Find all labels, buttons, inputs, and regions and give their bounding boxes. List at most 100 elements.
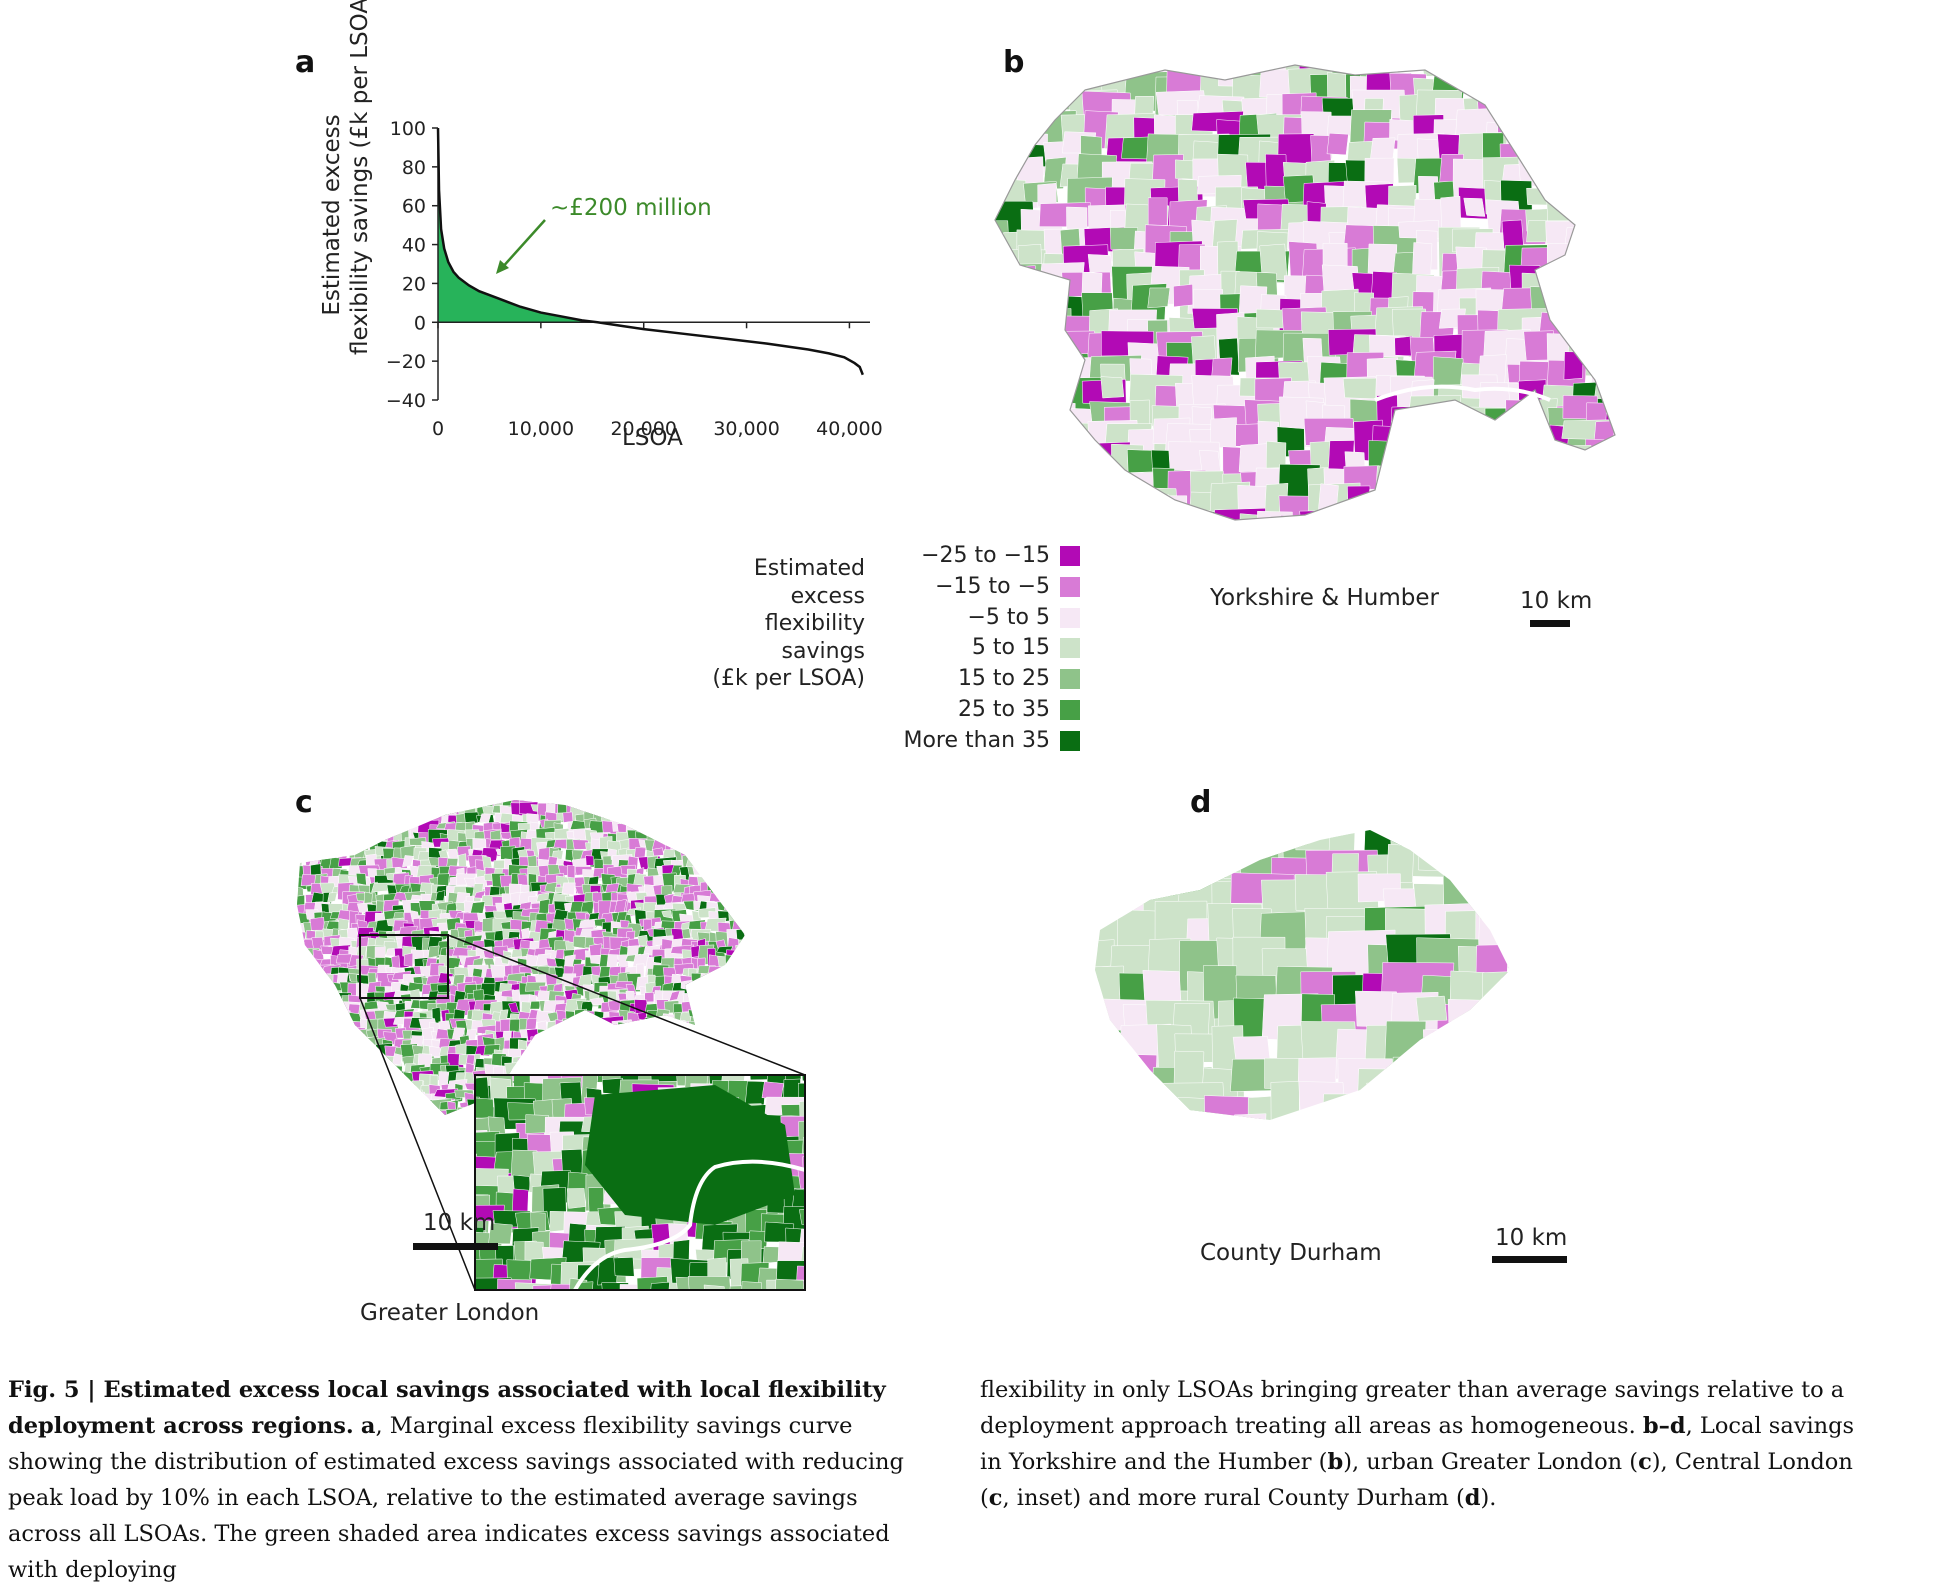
lsoa-area xyxy=(944,1175,986,1196)
lsoa-area xyxy=(418,1329,440,1343)
lsoa-area xyxy=(295,1195,333,1217)
lsoa-area xyxy=(371,1150,392,1174)
lsoa-area xyxy=(776,934,815,970)
lsoa-area xyxy=(976,451,1011,471)
lsoa-area xyxy=(706,796,724,813)
lsoa-area xyxy=(1409,396,1461,415)
lsoa-area xyxy=(677,1047,700,1062)
lsoa-area xyxy=(850,940,890,963)
lsoa-area xyxy=(1596,871,1630,918)
lsoa-area xyxy=(748,937,768,948)
lsoa-area xyxy=(1420,486,1451,532)
lsoa-area xyxy=(767,935,802,973)
lsoa-area xyxy=(634,797,665,827)
lsoa-area xyxy=(1609,532,1635,570)
lsoa-area xyxy=(736,822,748,843)
lsoa-area xyxy=(744,920,759,939)
lsoa-area xyxy=(871,1313,906,1347)
lsoa-area xyxy=(979,865,1010,887)
lsoa-area xyxy=(754,866,765,873)
lsoa-area xyxy=(374,1076,390,1088)
lsoa-area xyxy=(1411,820,1443,839)
lsoa-area xyxy=(1562,1119,1602,1158)
lsoa-area xyxy=(297,997,335,1025)
lsoa-area xyxy=(346,1107,364,1117)
lsoa-area xyxy=(1448,999,1495,1068)
lsoa-area xyxy=(818,1231,833,1269)
lsoa-area xyxy=(886,1337,925,1355)
lsoa-area xyxy=(635,1021,648,1035)
lsoa-area xyxy=(800,904,840,930)
lsoa-area xyxy=(330,1119,342,1132)
lsoa-area xyxy=(1594,294,1618,326)
lsoa-area xyxy=(992,935,1015,970)
lsoa-area xyxy=(537,795,552,802)
lsoa-area xyxy=(724,1054,745,1065)
lsoa-area xyxy=(854,1222,870,1249)
lsoa-area xyxy=(1568,294,1591,325)
lsoa-area xyxy=(854,1261,889,1283)
lsoa-area xyxy=(775,1279,804,1319)
lsoa-area xyxy=(1454,529,1504,570)
lsoa-area xyxy=(755,803,776,813)
lsoa-area xyxy=(339,1065,349,1081)
savings-curve xyxy=(438,128,863,375)
lsoa-area xyxy=(1148,514,1184,556)
lsoa-area xyxy=(1620,176,1635,205)
lsoa-area xyxy=(1245,1185,1276,1220)
lsoa-area xyxy=(719,821,728,830)
lsoa-area xyxy=(756,877,769,886)
lsoa-area xyxy=(1096,1187,1152,1220)
legend-swatch xyxy=(1060,546,1080,566)
lsoa-area xyxy=(942,1080,962,1118)
lsoa-area xyxy=(975,53,995,83)
lsoa-area xyxy=(982,1294,1004,1321)
lsoa-area xyxy=(716,993,727,1013)
lsoa-area xyxy=(945,1066,977,1097)
lsoa-area xyxy=(329,1101,341,1109)
lsoa-area xyxy=(367,1349,395,1355)
lsoa-area xyxy=(1543,467,1573,518)
lsoa-area xyxy=(727,797,755,824)
lsoa-area xyxy=(1586,157,1635,190)
lsoa-area xyxy=(656,799,674,831)
lsoa-area xyxy=(995,382,1048,424)
lsoa-area xyxy=(1592,509,1632,555)
lsoa-area xyxy=(1475,50,1499,82)
lsoa-area xyxy=(1201,1145,1263,1174)
lsoa-area xyxy=(740,884,765,927)
lsoa-area xyxy=(393,1118,408,1133)
lsoa-area xyxy=(745,832,754,854)
lsoa-area xyxy=(983,884,1004,909)
lsoa-area xyxy=(1385,491,1407,514)
lsoa-area xyxy=(903,1119,933,1159)
lsoa-area xyxy=(752,885,769,902)
lsoa-area xyxy=(700,1054,713,1070)
lsoa-area xyxy=(1566,68,1594,118)
lsoa-area xyxy=(573,1027,594,1039)
lsoa-area xyxy=(870,1066,905,1105)
lsoa-area xyxy=(891,1046,921,1061)
lsoa-area xyxy=(751,820,768,841)
lsoa-area xyxy=(347,836,356,846)
lsoa-area xyxy=(295,823,305,831)
lsoa-area xyxy=(817,1069,840,1098)
lsoa-area xyxy=(577,1348,606,1355)
lsoa-area xyxy=(393,1074,408,1093)
lsoa-area xyxy=(906,1030,938,1055)
lsoa-area xyxy=(903,1099,921,1128)
lsoa-area xyxy=(346,1073,358,1084)
lsoa-area xyxy=(927,795,968,811)
lsoa-area xyxy=(528,1045,539,1060)
lsoa-area xyxy=(876,1138,893,1155)
lsoa-area xyxy=(893,1259,915,1273)
lsoa-area xyxy=(396,1338,441,1355)
lsoa-area xyxy=(1127,529,1163,556)
lsoa-area xyxy=(724,1011,757,1039)
lsoa-area xyxy=(761,1336,799,1355)
lsoa-area xyxy=(902,906,945,943)
lsoa-area xyxy=(832,1338,860,1355)
lsoa-area xyxy=(304,1118,324,1140)
lsoa-area xyxy=(349,1068,386,1084)
lsoa-area xyxy=(295,1012,313,1029)
